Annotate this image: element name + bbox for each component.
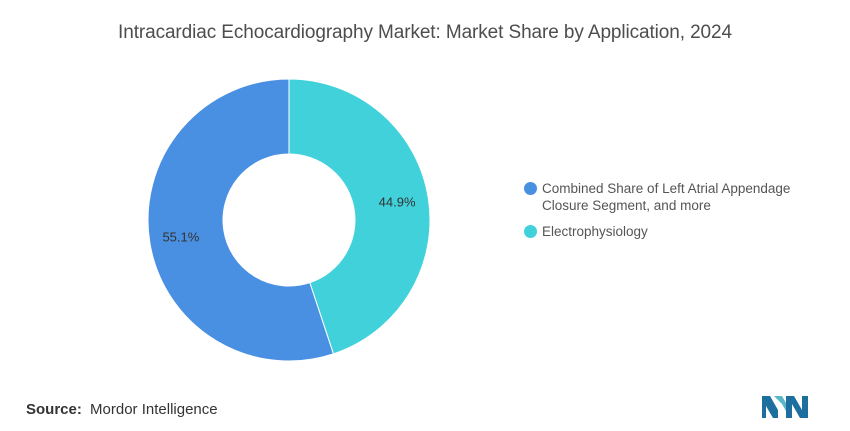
legend-label-electrophysiology: Electrophysiology	[542, 224, 648, 239]
donut-slice-combined	[147, 78, 335, 362]
legend-item-combined-share: Combined Share of Left Atrial Appendage …	[524, 180, 834, 214]
legend-label-combined-share: Combined Share of Left Atrial Appendage …	[542, 181, 791, 213]
data-label-electrophysiology: 44.9%	[379, 195, 416, 210]
chart-legend: Combined Share of Left Atrial Appendage …	[524, 180, 834, 249]
mordor-intelligence-logo-icon	[762, 394, 808, 423]
donut-chart: 44.9% 55.1%	[147, 78, 431, 362]
legend-item-electrophysiology: Electrophysiology	[524, 223, 834, 240]
legend-swatch-combined-share	[524, 182, 537, 195]
donut-slice-electrophysiology	[288, 78, 431, 355]
source-value: Mordor Intelligence	[90, 401, 218, 418]
source-label: Source:	[26, 401, 82, 418]
chart-title: Intracardiac Echocardiography Market: Ma…	[118, 22, 732, 43]
data-label-combined: 55.1%	[162, 229, 199, 244]
source-note: Source: Mordor Intelligence	[26, 401, 218, 418]
legend-swatch-electrophysiology	[524, 225, 537, 238]
